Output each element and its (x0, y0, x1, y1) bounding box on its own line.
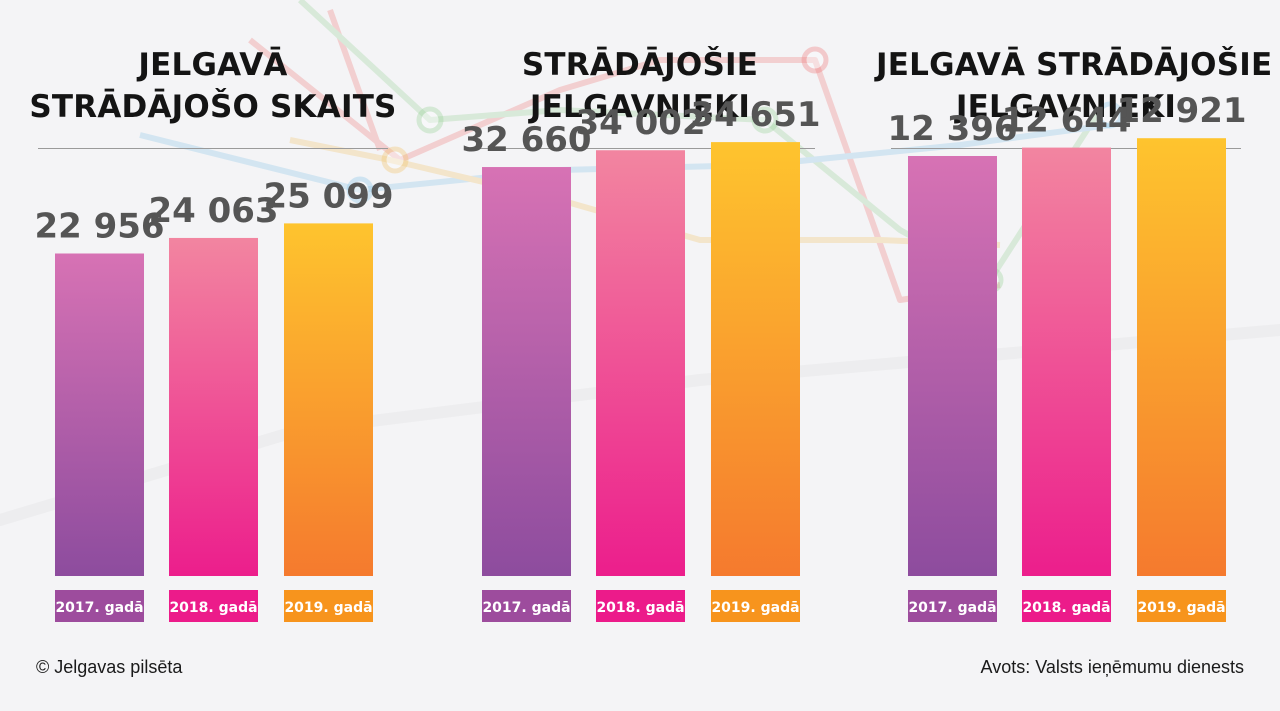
bar-2017 (482, 167, 571, 577)
bar-2019 (284, 223, 373, 577)
category-label: 2019. gadā (711, 600, 799, 616)
chart-title-3: JELGAVĀ STRĀDĀJOŠIE JELGAVNIEKI (876, 44, 1273, 128)
bar-value-label: 25 099 (263, 176, 393, 216)
category-label: 2017. gadā (482, 600, 570, 616)
bar-value-label: 22 956 (34, 206, 164, 246)
bar-value-label: 34 651 (690, 95, 820, 135)
category-label: 2018. gadā (169, 600, 257, 616)
bar-chart-1: 22 956 2017. gadā 24 063 2018. gadā 25 099 20… (34, 176, 394, 622)
bar-2019 (711, 142, 800, 576)
title-divider (465, 148, 815, 149)
category-label: 2017. gadā (55, 600, 143, 616)
chart-title-line: JELGAVNIEKI (955, 89, 1177, 125)
bar-2018 (596, 150, 685, 576)
chart-title-2: STRĀDĀJOŠIE JELGAVNIEKI (450, 44, 830, 128)
chart-title-line: STRĀDĀJOŠIE (521, 47, 759, 83)
bar-chart-2: 32 660 2017. gadā 34 002 2018. gadā 34 651 20… (461, 95, 821, 622)
bar-2018 (169, 237, 258, 576)
bar-2018 (1022, 147, 1111, 576)
category-label: 2018. gadā (1022, 600, 1110, 616)
chart-panel-3: JELGAVĀ STRĀDĀJOŠIE JELGAVNIEKI 12 396 20… (876, 0, 1273, 711)
category-label: 2017. gadā (908, 600, 996, 616)
category-label: 2018. gadā (596, 600, 684, 616)
chart-title-line: JELGAVĀ STRĀDĀJOŠIE (876, 47, 1273, 83)
category-label-box (711, 590, 800, 622)
category-label-box (55, 590, 144, 622)
chart-panel-2: STRĀDĀJOŠIE JELGAVNIEKI 32 660 2017. gadā… (450, 0, 830, 711)
bar-2019 (1137, 138, 1226, 576)
chart-title-line: JELGAVĀ (138, 47, 288, 83)
bar-value-label: 12 921 (1116, 91, 1246, 131)
chart-panel-1: JELGAVĀ STRĀDĀJOŠO SKAITS 22 956 2017. ga… (23, 0, 403, 711)
bar-value-label: 24 063 (148, 191, 278, 231)
bar-2017 (908, 155, 997, 576)
bar-value-label: 12 396 (887, 109, 1017, 149)
bar-value-label: 12 644 (1001, 101, 1131, 141)
chart-title-line: JELGAVNIEKI (529, 89, 751, 125)
copyright-text: © Jelgavas pilsēta (36, 657, 183, 677)
category-label-box (482, 590, 571, 622)
chart-title-line: STRĀDĀJOŠO SKAITS (29, 89, 397, 125)
category-label: 2019. gadā (1137, 600, 1225, 616)
category-label-box (284, 590, 373, 622)
category-label-box (908, 590, 997, 622)
chart-title-1: JELGAVĀ STRĀDĀJOŠO SKAITS (23, 44, 403, 128)
bar-value-label: 32 660 (461, 120, 591, 160)
source-text: Avots: Valsts ieņēmumu dienests (980, 657, 1244, 677)
bar-2017 (55, 253, 144, 576)
category-label-box (1022, 590, 1111, 622)
category-label-box (596, 590, 685, 622)
category-label: 2019. gadā (284, 600, 372, 616)
bar-chart-3: 12 396 2017. gadā 12 644 2018. gadā 12 921 20… (887, 91, 1247, 622)
category-label-box (1137, 590, 1226, 622)
title-divider (38, 148, 388, 149)
category-label-box (169, 590, 258, 622)
bar-value-label: 34 002 (575, 103, 705, 143)
